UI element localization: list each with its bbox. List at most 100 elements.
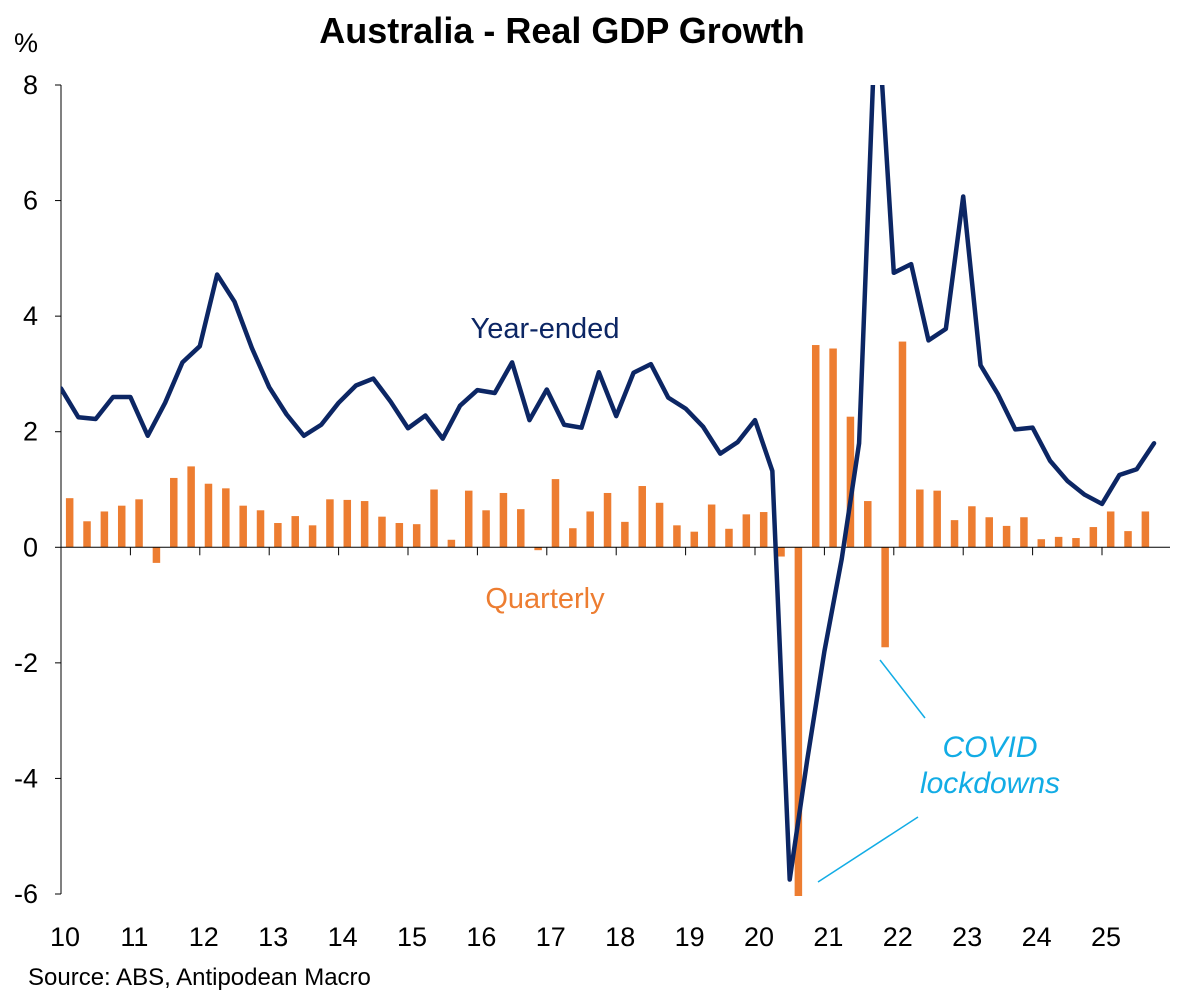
quarterly-bar xyxy=(777,547,785,557)
source-note: Source: ABS, Antipodean Macro xyxy=(28,964,371,991)
quarterly-bar xyxy=(898,341,907,548)
quarterly-bar xyxy=(968,506,976,548)
x-tick-label: 15 xyxy=(397,922,427,952)
x-tick-label: 19 xyxy=(675,922,705,952)
quarterly-bar xyxy=(1106,511,1115,548)
quarterly-bar xyxy=(638,486,646,548)
quarterly-bar xyxy=(117,505,126,548)
x-tick-label: 25 xyxy=(1091,922,1121,952)
chart-title: Australia - Real GDP Growth xyxy=(319,10,804,51)
quarterly-bar xyxy=(1089,527,1098,548)
quarterly-bar xyxy=(412,524,421,548)
quarterly-bar xyxy=(950,520,959,548)
quarterly-bar xyxy=(326,499,334,548)
x-tick-label: 10 xyxy=(50,922,80,952)
quarterly-bar xyxy=(395,523,404,548)
quarterly-bar xyxy=(152,547,161,563)
quarterly-bar xyxy=(170,477,178,548)
quarterly-bar xyxy=(603,492,612,548)
quarterly-bar xyxy=(65,498,74,548)
quarterly-bar xyxy=(707,504,716,548)
quarterly-bar xyxy=(135,499,143,548)
x-tick-label: 22 xyxy=(883,922,913,952)
quarterly-bar xyxy=(846,416,855,548)
quarterly-bar xyxy=(621,521,629,548)
y-tick-label: 4 xyxy=(23,301,38,331)
y-tick-label: 2 xyxy=(23,417,38,447)
y-tick-label: 0 xyxy=(23,532,38,562)
quarterly-bar xyxy=(811,345,820,548)
quarterly-bar xyxy=(586,511,594,548)
quarterly-bar xyxy=(534,547,542,551)
quarterly-bar xyxy=(447,539,456,548)
quarterly-bar xyxy=(881,547,889,648)
quarterly-bar xyxy=(360,501,369,548)
quarterly-bar xyxy=(1072,538,1080,548)
quarterly-bar xyxy=(794,547,803,896)
quarterly-bar xyxy=(551,479,560,548)
y-tick-label: 8 xyxy=(23,70,38,100)
year-ended-line xyxy=(61,85,1157,882)
quarterly-bars xyxy=(65,341,1150,896)
quarterly-bar xyxy=(690,531,699,548)
year-ended-label: Year-ended xyxy=(471,313,620,345)
y-axis-unit: % xyxy=(14,28,38,58)
y-tick-label: 6 xyxy=(23,186,38,216)
quarterly-bar xyxy=(239,505,247,548)
x-tick-label: 21 xyxy=(813,922,843,952)
quarterly-bar xyxy=(1141,511,1150,548)
quarterly-bar xyxy=(569,528,577,548)
covid-leader-line-top xyxy=(879,659,926,719)
quarterly-bar xyxy=(204,483,213,548)
quarterly-bar xyxy=(308,525,317,548)
x-tick-label: 24 xyxy=(1022,922,1052,952)
y-tick-label: -2 xyxy=(14,648,38,678)
quarterly-bar xyxy=(187,466,195,548)
x-tick-label: 14 xyxy=(328,922,358,952)
quarterly-bar xyxy=(430,489,438,548)
quarterly-bar xyxy=(517,509,525,548)
quarterly-bar xyxy=(829,348,837,548)
x-tick-label: 20 xyxy=(744,922,774,952)
quarterly-bar xyxy=(291,516,299,548)
quarterly-bar xyxy=(274,523,282,548)
quarterly-bar xyxy=(256,510,265,548)
quarterly-bar xyxy=(1054,536,1063,548)
quarterly-bar xyxy=(985,517,993,548)
quarterly-bar xyxy=(222,488,230,548)
quarterly-bar xyxy=(482,510,490,548)
quarterly-bar xyxy=(499,492,508,548)
quarterly-bar xyxy=(759,512,768,548)
covid-leader-line-bottom xyxy=(817,816,919,883)
quarterly-bar xyxy=(464,490,473,548)
x-tick-label: 18 xyxy=(605,922,635,952)
x-tick-label: 11 xyxy=(120,922,148,952)
quarterly-bar xyxy=(100,511,109,548)
quarterly-bar xyxy=(343,499,352,548)
x-tick-label: 12 xyxy=(189,922,219,952)
x-tick-label: 16 xyxy=(466,922,496,952)
quarterly-bar xyxy=(1037,539,1046,548)
quarterly-label: Quarterly xyxy=(485,583,605,615)
covid-annotation-line-2: lockdowns xyxy=(920,767,1060,800)
quarterly-bar xyxy=(83,521,91,548)
x-tick-label: 17 xyxy=(536,922,566,952)
x-tick-labels: 10 11 12 13 14 15 16 17 18 19 20 21 22 23 24 25 xyxy=(50,922,1121,952)
quarterly-bar xyxy=(864,501,872,548)
quarterly-bar xyxy=(1124,531,1132,548)
quarterly-bar xyxy=(933,490,941,548)
quarterly-bar xyxy=(725,528,733,548)
quarterly-bar xyxy=(655,502,664,548)
y-tick-label: -6 xyxy=(14,879,38,909)
quarterly-bar xyxy=(378,516,386,548)
x-tick-label: 13 xyxy=(258,922,288,952)
y-tick-labels: 8 6 4 2 0 -2 -4 -6 xyxy=(14,70,38,909)
quarterly-bar xyxy=(673,525,681,548)
quarterly-bar xyxy=(742,514,751,548)
quarterly-bar xyxy=(1020,517,1028,548)
covid-annotation-line-1: COVID xyxy=(942,731,1037,764)
quarterly-bar xyxy=(1002,525,1011,548)
x-tick-label: 23 xyxy=(952,922,982,952)
y-tick-label: -4 xyxy=(14,763,38,793)
